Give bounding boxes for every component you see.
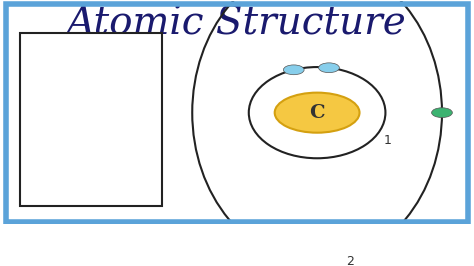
Text: 12.01: 12.01 — [65, 164, 117, 182]
Circle shape — [275, 93, 359, 133]
Text: Atomic Structure: Atomic Structure — [67, 5, 407, 42]
Text: 2: 2 — [346, 255, 354, 266]
Text: C: C — [74, 81, 108, 123]
Text: C: C — [310, 104, 325, 122]
Circle shape — [432, 108, 452, 118]
Text: 6: 6 — [82, 44, 100, 70]
Circle shape — [319, 63, 339, 73]
Text: Carbon: Carbon — [63, 135, 119, 149]
Circle shape — [283, 65, 304, 75]
Text: 1: 1 — [384, 134, 392, 147]
FancyBboxPatch shape — [20, 32, 162, 206]
Circle shape — [274, 253, 295, 263]
